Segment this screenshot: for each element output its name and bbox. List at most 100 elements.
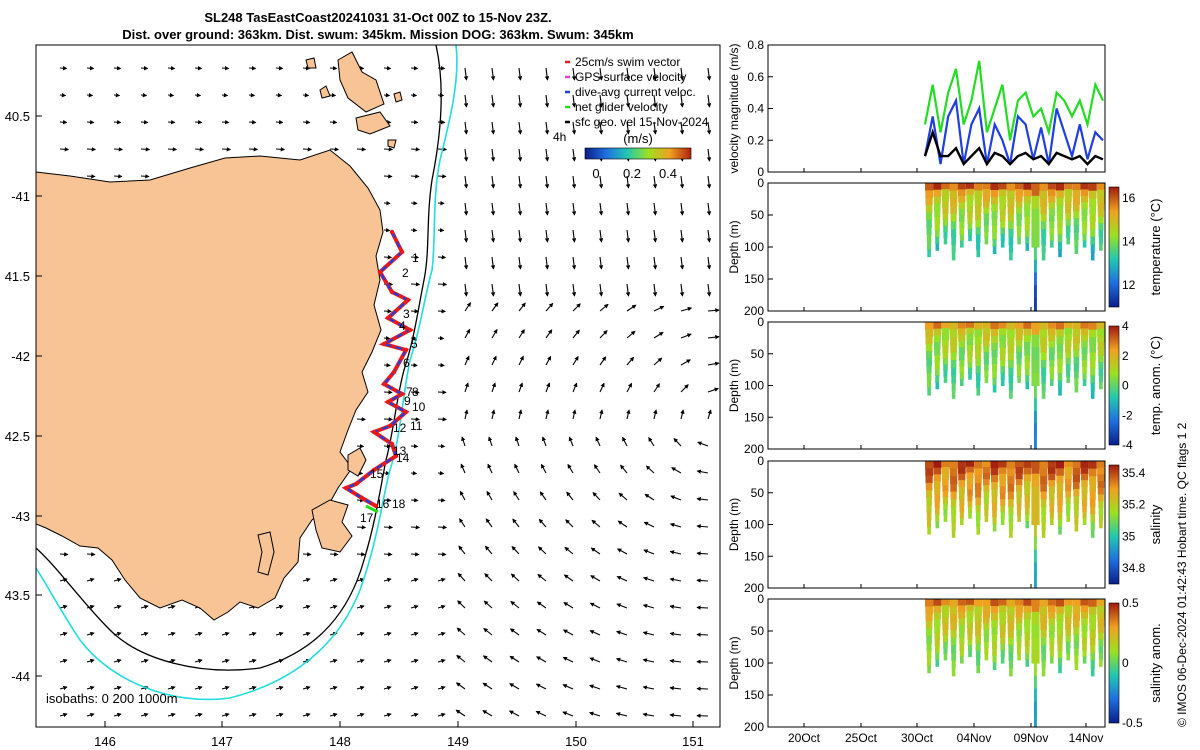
current-vector	[410, 577, 419, 583]
profile-cell	[1034, 423, 1037, 437]
profile-cell	[1041, 244, 1046, 253]
profile-cell	[1016, 635, 1022, 643]
waypoint-label: 10	[412, 400, 426, 414]
profile-cell	[941, 183, 950, 190]
profile-cell	[959, 215, 965, 222]
profile-cell	[950, 499, 957, 508]
profile-cell	[951, 652, 956, 662]
profile-cell	[949, 606, 958, 615]
profile-cell	[976, 249, 980, 258]
profile-cell	[999, 353, 1006, 361]
current-vector	[490, 94, 496, 108]
current-vector	[437, 470, 445, 476]
profile-cell	[1008, 652, 1014, 662]
current-vector	[589, 684, 601, 690]
profile-cell	[999, 624, 1006, 632]
profile-cell	[1015, 617, 1023, 624]
profile-cell	[1082, 499, 1088, 506]
current-vector	[437, 417, 448, 422]
profile-cell	[1023, 461, 1032, 469]
current-vector	[622, 436, 628, 447]
profile-cell	[942, 635, 948, 643]
profile-cell	[926, 643, 932, 652]
profile-cell	[976, 519, 981, 528]
profile-cell	[975, 219, 981, 228]
current-vector	[437, 658, 446, 664]
profile-cell	[967, 489, 973, 496]
current-vector	[329, 66, 338, 71]
profile-cell	[1065, 346, 1072, 353]
profile-cell	[926, 628, 933, 637]
profile-cell	[1034, 537, 1037, 551]
track-point	[389, 289, 395, 295]
profile-cell	[998, 189, 1007, 197]
track-point	[385, 315, 391, 321]
current-vector	[642, 712, 655, 717]
profile-cell	[1082, 518, 1087, 525]
map-colorbar-tick: 0.2	[623, 166, 641, 181]
profile-cell	[1031, 234, 1040, 248]
profile-cell	[1082, 366, 1087, 374]
profile-cell	[1098, 236, 1103, 245]
isobath-200m	[36, 45, 442, 671]
profile-cell	[1007, 213, 1014, 222]
profile-cell	[1041, 506, 1047, 515]
profile-cell	[1056, 329, 1064, 338]
track-point	[399, 249, 405, 255]
profile-cell	[1089, 352, 1096, 361]
profile-cell	[982, 334, 990, 341]
profile-cell	[983, 485, 990, 492]
current-vector	[383, 335, 391, 341]
colorbar-tick-label: 12	[1122, 278, 1136, 292]
profile-cell	[959, 643, 965, 651]
current-vector	[356, 685, 365, 691]
current-vector	[248, 120, 257, 125]
profile-cell	[1081, 492, 1088, 500]
profile-cell	[1074, 648, 1079, 656]
panel-ytick-label: 150	[744, 549, 764, 563]
panel-ytick-label: 50	[751, 486, 765, 500]
profile-cell	[1099, 243, 1103, 251]
profile-cell	[942, 485, 949, 492]
profile-cell	[1096, 183, 1105, 191]
profile-cell	[1072, 183, 1081, 191]
current-vector	[572, 409, 577, 420]
profile-cell	[1098, 223, 1104, 231]
current-vector	[669, 577, 682, 582]
current-vector	[410, 255, 420, 260]
colorbar-tick-label: 4	[1122, 319, 1129, 333]
profile-cell	[934, 494, 941, 502]
profile-cell	[1089, 198, 1097, 207]
profile-cell	[1025, 514, 1030, 522]
profile-cell	[1008, 221, 1014, 230]
profile-cell	[1023, 612, 1031, 620]
profile-cell	[1073, 343, 1080, 351]
profile-cell	[1039, 468, 1048, 477]
profile-cell	[1048, 467, 1056, 475]
profile-cell	[1058, 665, 1062, 674]
profile-cell	[958, 202, 966, 210]
current-vector	[652, 94, 658, 108]
profile-cell	[1049, 637, 1055, 645]
current-vector	[652, 121, 658, 135]
current-vector	[680, 384, 689, 393]
time-tick-label: 09Nov	[1014, 731, 1049, 745]
profile-cell	[1039, 461, 1048, 470]
profile-cell	[1039, 329, 1048, 338]
profile-cell	[1066, 653, 1070, 661]
current-vector	[706, 94, 712, 108]
current-vector	[626, 382, 633, 393]
current-vector	[329, 658, 338, 664]
profile-cell	[1007, 337, 1015, 346]
waypoint-label: 6	[403, 356, 410, 370]
profile-cell	[999, 347, 1006, 355]
profile-cell	[968, 645, 973, 652]
current-vector	[563, 574, 574, 582]
current-vector	[410, 363, 418, 368]
profile-cell	[1082, 643, 1087, 651]
profile-cell	[984, 647, 989, 655]
profile-cell	[1065, 503, 1071, 510]
current-vector	[167, 712, 176, 718]
profile-cell	[933, 322, 942, 330]
profile-cell	[1007, 606, 1015, 615]
